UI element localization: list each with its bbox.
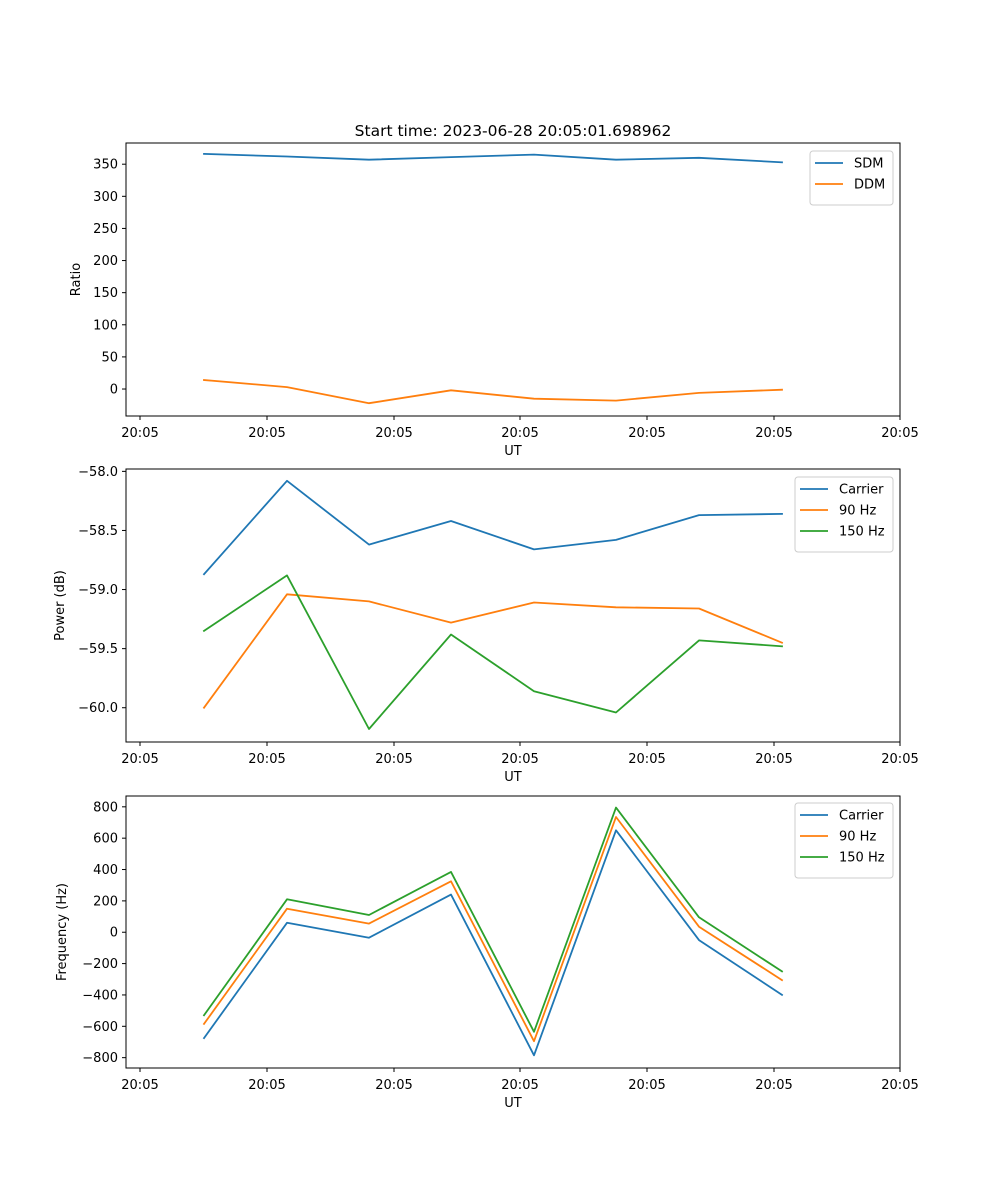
y-tick-label: −60.0 — [78, 701, 118, 716]
legend-label: SDM — [854, 157, 883, 172]
y-tick-label: 0 — [110, 926, 118, 941]
legend-box — [794, 476, 894, 553]
series-line-ddm — [203, 379, 783, 405]
x-tick-label: 20:05 — [375, 1078, 412, 1093]
y-tick-label: 0 — [110, 383, 118, 398]
series-line-90-hz — [202, 816, 784, 1043]
legend-label: 150 Hz — [839, 525, 885, 540]
y-tick-label: −58.5 — [78, 524, 118, 539]
x-tick-label: 20:05 — [375, 426, 412, 441]
x-tick-label: 20:05 — [375, 752, 412, 767]
legend: Carrier 90 Hz 150 Hz — [794, 802, 894, 879]
series-line-sdm — [203, 152, 783, 164]
legend-label: Carrier — [839, 483, 884, 498]
x-tick-label: 20:05 — [881, 752, 918, 767]
y-tick-label: −400 — [82, 988, 118, 1003]
x-tick-label: 20:05 — [248, 752, 285, 767]
x-tick-label: 20:05 — [501, 1078, 538, 1093]
chart-panel-2: 20:05 20:05 20:05 20:05 20:05 20:05 20:05 −58.0… — [53, 465, 919, 785]
legend-box — [794, 802, 894, 879]
series-line-90-hz — [202, 593, 784, 709]
x-tick-label: 20:05 — [121, 752, 158, 767]
x-axis-label: UT — [504, 770, 522, 785]
series-line-150-hz — [202, 574, 783, 730]
x-tick-label: 20:05 — [755, 426, 792, 441]
x-axis-label: UT — [504, 444, 522, 459]
axes-frame — [125, 795, 901, 1069]
legend-label: 90 Hz — [839, 830, 876, 845]
y-tick-label: 350 — [93, 158, 118, 173]
y-axis-label: Ratio — [69, 263, 84, 296]
axes-frame — [125, 468, 901, 743]
chart-panel-3: 20:05 20:05 20:05 20:05 20:05 20:05 20:05−800−… — [55, 795, 919, 1111]
x-tick-label: 20:05 — [628, 426, 665, 441]
chart-panels: 20:05 20:05 20:05 20:05 20:05 20:05 20:05 0 50 10… — [53, 142, 919, 1111]
y-tick-label: 600 — [93, 832, 118, 847]
series-line-carrier — [202, 829, 784, 1057]
axes-frame — [125, 142, 901, 417]
y-tick-label: −200 — [82, 957, 118, 972]
y-axis-label: Power (dB) — [53, 570, 68, 641]
x-tick-label: 20:05 — [501, 752, 538, 767]
y-tick-label: 400 — [93, 863, 118, 878]
legend-label: 90 Hz — [839, 504, 876, 519]
chart-panel-1: 20:05 20:05 20:05 20:05 20:05 20:05 20:05 0 50 10… — [69, 142, 919, 459]
y-axis-label: Frequency (Hz) — [55, 883, 70, 981]
x-tick-label: 20:05 — [501, 426, 538, 441]
y-tick-label: −600 — [82, 1020, 118, 1035]
series-line-150-hz — [202, 806, 784, 1033]
x-tick-label: 20:05 — [121, 1078, 158, 1093]
y-tick-label: −800 — [82, 1051, 118, 1066]
figure-title: Start time: 2023-06-28 20:05:01.698962 — [355, 122, 672, 140]
x-tick-label: 20:05 — [121, 426, 158, 441]
legend-box — [809, 150, 894, 206]
x-tick-label: 20:05 — [881, 426, 918, 441]
y-tick-label: 100 — [93, 318, 118, 333]
y-tick-label: 150 — [93, 286, 118, 301]
y-tick-label: −59.0 — [78, 583, 118, 598]
x-tick-label: 20:05 — [628, 752, 665, 767]
y-tick-label: 200 — [93, 254, 118, 269]
y-tick-label: −59.5 — [78, 642, 118, 657]
y-tick-label: 200 — [93, 894, 118, 909]
x-tick-label: 20:05 — [628, 1078, 665, 1093]
legend-label: DDM — [854, 178, 885, 193]
legend-label: 150 Hz — [839, 851, 885, 866]
legend: Carrier 90 Hz 150 Hz — [794, 476, 894, 553]
y-tick-label: −58.0 — [78, 465, 118, 480]
x-tick-label: 20:05 — [248, 1078, 285, 1093]
y-tick-label: 300 — [93, 190, 118, 205]
y-tick-label: 800 — [93, 800, 118, 815]
x-tick-label: 20:05 — [755, 752, 792, 767]
legend-label: Carrier — [839, 809, 884, 824]
y-tick-label: 250 — [93, 222, 118, 237]
series-line-carrier — [202, 479, 783, 576]
legend: SDM DDM — [809, 150, 894, 206]
x-tick-label: 20:05 — [881, 1078, 918, 1093]
y-tick-label: 50 — [101, 350, 118, 365]
x-tick-label: 20:05 — [755, 1078, 792, 1093]
x-tick-label: 20:05 — [248, 426, 285, 441]
x-axis-label: UT — [504, 1096, 522, 1111]
